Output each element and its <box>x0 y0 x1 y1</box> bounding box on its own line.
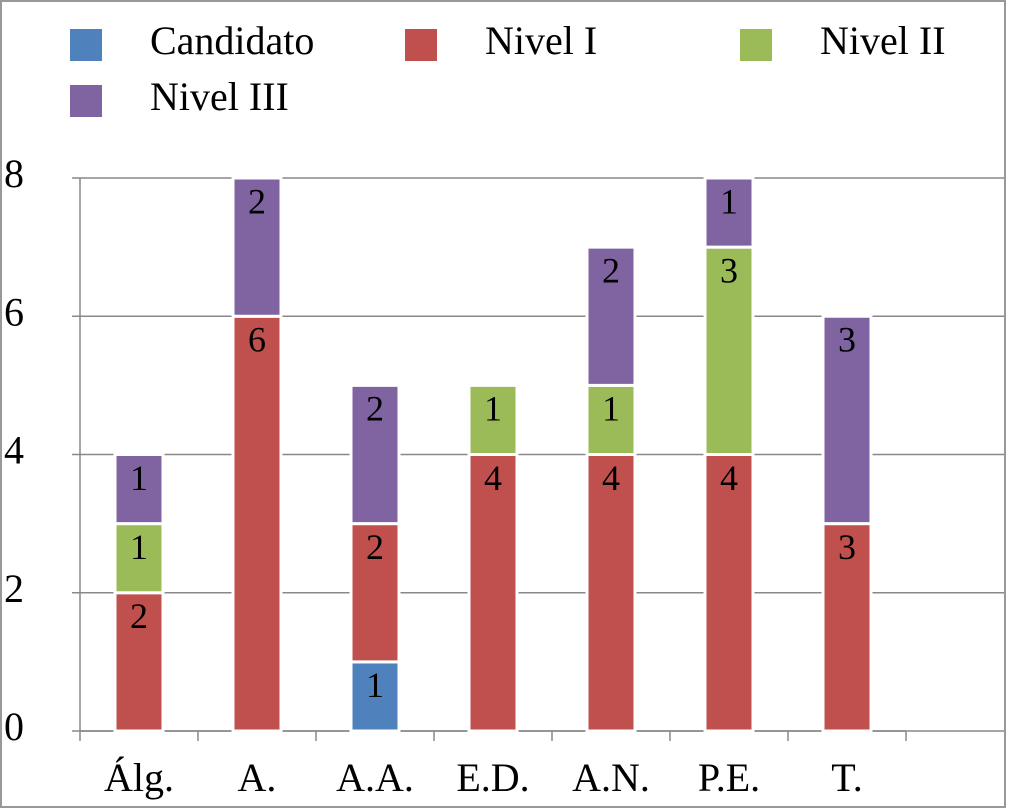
bar-segment <box>349 522 401 664</box>
data-label: 1 <box>366 665 384 705</box>
data-label: 1 <box>602 389 620 429</box>
data-label: 2 <box>366 389 384 429</box>
data-label: 6 <box>248 320 266 360</box>
legend-swatch <box>70 29 102 61</box>
data-label: 1 <box>130 458 148 498</box>
legend-label: Nivel III <box>150 74 289 119</box>
legend-swatch <box>740 29 772 61</box>
x-tick-label: A.A. <box>336 755 414 800</box>
bar-segment <box>467 383 519 456</box>
x-tick-label: P.E. <box>698 755 760 800</box>
data-label: 3 <box>720 250 738 290</box>
bar-segment <box>821 314 873 526</box>
data-label: 1 <box>484 389 502 429</box>
x-tick-label: T. <box>831 755 862 800</box>
y-tick-label: 2 <box>4 566 24 611</box>
x-tick-label: A. <box>238 755 277 800</box>
data-label: 3 <box>838 320 856 360</box>
bar-segment <box>703 453 755 733</box>
legend-swatch <box>405 29 437 61</box>
bar-segment <box>585 453 637 733</box>
bar-segment <box>349 383 401 526</box>
bar-segment <box>231 314 283 733</box>
data-label: 2 <box>366 527 384 567</box>
bar-segment <box>585 245 637 387</box>
data-label: 4 <box>602 458 620 498</box>
y-tick-label: 8 <box>4 151 24 196</box>
y-tick-label: 4 <box>4 428 24 473</box>
data-label: 2 <box>130 596 148 636</box>
data-label: 1 <box>130 527 148 567</box>
bar-segment <box>703 245 755 456</box>
bar-segment <box>113 453 165 526</box>
bar-segment <box>113 591 165 733</box>
y-tick-label: 0 <box>4 704 24 749</box>
x-tick-label: E.D. <box>456 755 529 800</box>
bar-segment <box>231 176 283 318</box>
bar-segment <box>349 660 401 733</box>
legend-swatch <box>70 85 102 117</box>
legend-label: Candidato <box>150 18 314 63</box>
data-label: 4 <box>484 458 502 498</box>
bar-segment <box>821 522 873 733</box>
x-tick-label: Álg. <box>104 755 174 800</box>
y-tick-label: 6 <box>4 289 24 334</box>
data-label: 4 <box>720 458 738 498</box>
data-label: 2 <box>602 250 620 290</box>
data-label: 2 <box>248 181 266 221</box>
bar-segment <box>703 176 755 249</box>
data-label: 1 <box>720 181 738 221</box>
bar-segment <box>467 453 519 733</box>
data-label: 3 <box>838 527 856 567</box>
legend-label: Nivel I <box>485 18 597 63</box>
bar-segment <box>585 383 637 456</box>
x-tick-label: A.N. <box>572 755 650 800</box>
legend-label: Nivel II <box>820 18 946 63</box>
